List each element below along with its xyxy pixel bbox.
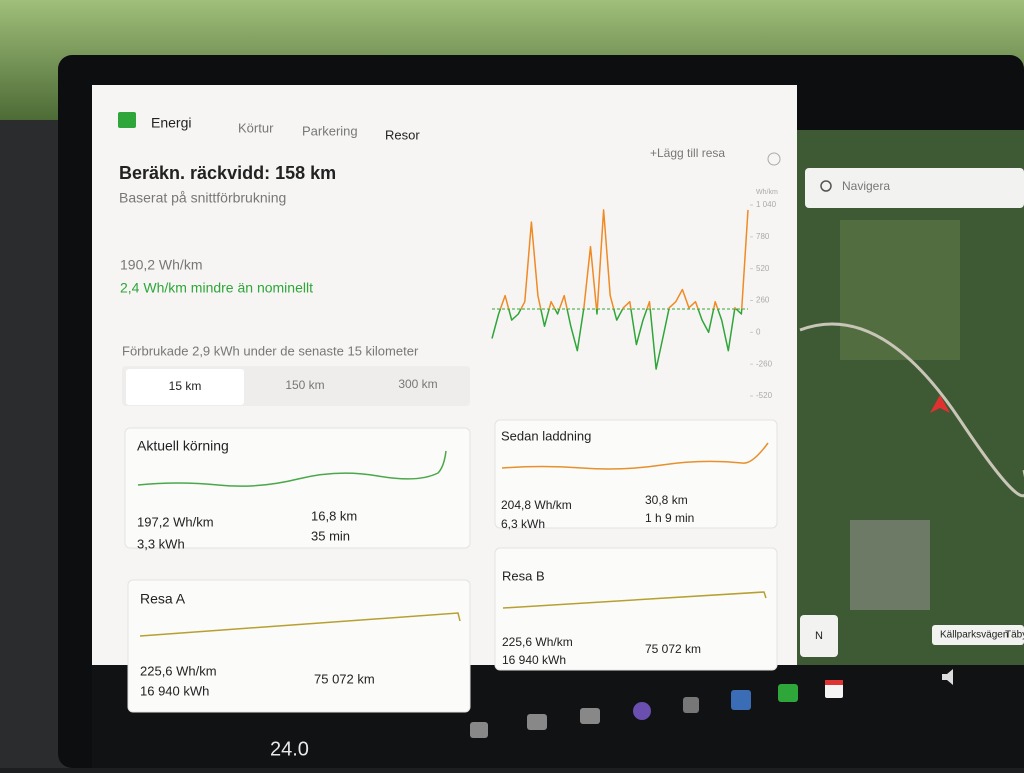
dashcam-icon[interactable] bbox=[683, 697, 699, 713]
avg-consumption: 190,2 Wh/km bbox=[120, 257, 202, 273]
card-energy: 16 940 kWh bbox=[502, 653, 566, 667]
consumption-line bbox=[491, 209, 749, 370]
search-box[interactable] bbox=[805, 168, 1024, 208]
rear-defrost-icon[interactable] bbox=[580, 708, 600, 724]
range-subtitle: Baserat på snittförbrukning bbox=[119, 190, 286, 206]
map-road bbox=[799, 322, 1024, 498]
street-label: Källparksvägen bbox=[940, 630, 1008, 641]
app-title: Energi bbox=[151, 115, 191, 131]
card-energy: 16 940 kWh bbox=[140, 683, 209, 698]
y-tick-label: 260 bbox=[756, 296, 770, 305]
map-buildings bbox=[850, 520, 930, 610]
card-energy: 3,3 kWh bbox=[137, 536, 185, 551]
range-selected bbox=[126, 369, 244, 405]
app-launcher-icon[interactable] bbox=[731, 690, 751, 710]
card-title: Aktuell körning bbox=[137, 438, 229, 454]
card-distance: 75 072 km bbox=[645, 642, 701, 656]
temperature[interactable]: 24.0 bbox=[270, 738, 309, 760]
sparkline bbox=[139, 612, 461, 637]
range-button[interactable]: 150 km bbox=[285, 378, 324, 392]
sparkline bbox=[501, 442, 769, 470]
info-icon[interactable] bbox=[767, 152, 781, 166]
card[interactable] bbox=[494, 419, 778, 529]
range-button[interactable]: 300 km bbox=[398, 377, 437, 391]
area-label: Täby bbox=[1005, 630, 1024, 641]
tab-active[interactable]: Resor bbox=[385, 127, 420, 142]
camera-icon[interactable] bbox=[633, 702, 651, 720]
card-title: Sedan laddning bbox=[501, 428, 591, 443]
card-consumption: 204,8 Wh/km bbox=[501, 498, 572, 512]
card-consumption: 225,6 Wh/km bbox=[502, 635, 573, 649]
card[interactable] bbox=[494, 547, 778, 671]
consumption-delta: 2,4 Wh/km mindre än nominellt bbox=[120, 280, 313, 296]
y-tick-label: -260 bbox=[756, 359, 773, 368]
sparkline bbox=[502, 591, 767, 609]
y-tick-label: 520 bbox=[756, 264, 770, 273]
energy-app-icon[interactable] bbox=[778, 684, 798, 702]
y-axis-unit: Wh/km bbox=[756, 189, 778, 196]
energy-icon bbox=[118, 112, 136, 128]
card-title: Resa A bbox=[140, 591, 186, 607]
energy-used: Förbrukade 2,9 kWh under de senaste 15 k… bbox=[122, 343, 419, 358]
card-time: 35 min bbox=[311, 528, 350, 543]
card-consumption: 225,6 Wh/km bbox=[140, 663, 217, 678]
card-energy: 6,3 kWh bbox=[501, 517, 545, 531]
map-area bbox=[840, 220, 960, 360]
card-title: Resa B bbox=[502, 568, 545, 583]
range-title: Beräkn. räckvidd: 158 km bbox=[119, 163, 336, 183]
compass-button[interactable] bbox=[800, 615, 838, 657]
calendar-top bbox=[825, 680, 843, 685]
street-label-box bbox=[932, 625, 1024, 645]
card-distance: 16,8 km bbox=[311, 508, 357, 523]
sparkline bbox=[137, 450, 447, 487]
y-tick-label: -520 bbox=[756, 391, 773, 400]
tab[interactable]: Körtur bbox=[238, 120, 274, 135]
seat-heat-icon[interactable] bbox=[470, 722, 488, 738]
card-distance: 75 072 km bbox=[314, 671, 375, 686]
y-tick-label: 0 bbox=[756, 327, 761, 336]
y-tick-label: 1 040 bbox=[756, 200, 777, 209]
add-trip[interactable]: +Lägg till resa bbox=[650, 146, 725, 160]
search-placeholder: Navigera bbox=[842, 179, 890, 193]
defrost-icon[interactable] bbox=[527, 714, 547, 730]
card-consumption: 197,2 Wh/km bbox=[137, 514, 214, 529]
card-distance: 30,8 km bbox=[645, 493, 688, 507]
compass: N bbox=[815, 630, 823, 642]
volume-icon[interactable] bbox=[942, 669, 953, 685]
card-time: 1 h 9 min bbox=[645, 511, 694, 525]
range-button[interactable]: 15 km bbox=[169, 379, 202, 393]
y-tick-label: 780 bbox=[756, 232, 770, 241]
tab[interactable]: Parkering bbox=[302, 123, 358, 138]
car-marker bbox=[930, 395, 950, 413]
card[interactable] bbox=[124, 427, 471, 549]
card[interactable] bbox=[127, 579, 471, 713]
search-icon bbox=[820, 180, 832, 192]
